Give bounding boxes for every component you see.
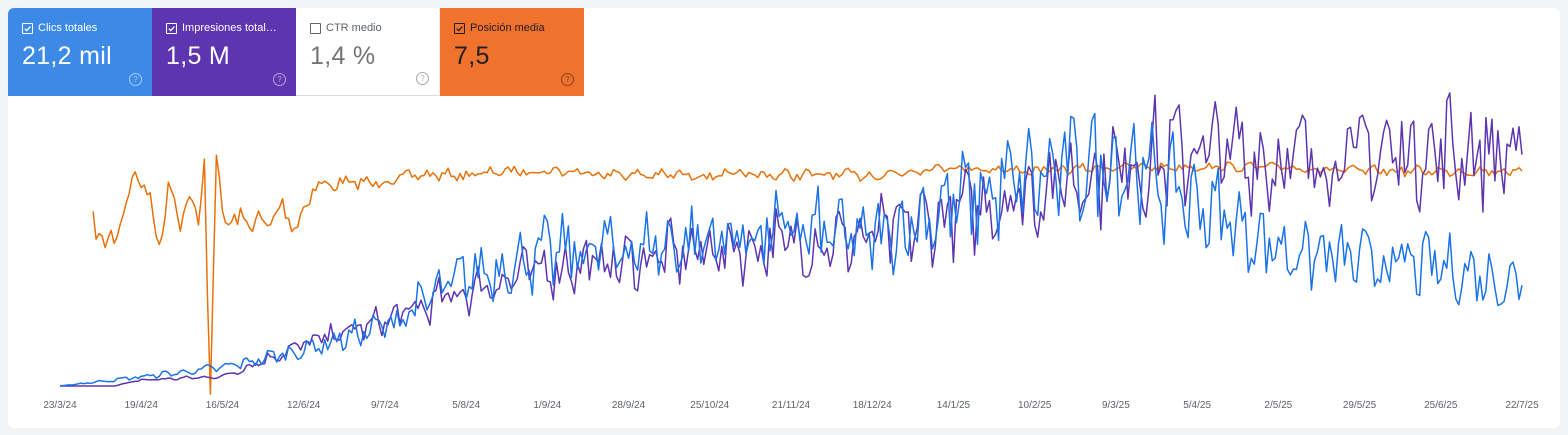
- x-tick-label: 9/3/25: [1102, 400, 1130, 411]
- x-tick-label: 2/5/25: [1264, 400, 1292, 411]
- clicks-card-header: Clics totales: [22, 22, 152, 34]
- checkbox-checked-icon[interactable]: [454, 22, 465, 34]
- x-tick-label: 18/12/24: [853, 400, 892, 411]
- ctr-card-header: CTR medio: [310, 22, 439, 34]
- impressions-card-header: Impresiones total…: [166, 22, 296, 34]
- performance-chart: 23/3/24 19/4/24 16/5/24 12/6/24 9/7/24 5/8/24…: [43, 92, 1539, 411]
- x-tick-label: 1/9/24: [533, 400, 561, 411]
- x-tick-label: 5/8/24: [452, 400, 480, 411]
- position-card-header: Posición media: [454, 22, 584, 34]
- x-tick-label: 10/2/25: [1018, 400, 1052, 411]
- x-tick-label: 12/6/24: [287, 400, 321, 411]
- ctr-card-label: CTR medio: [326, 22, 382, 34]
- x-tick-label: 21/11/24: [772, 400, 811, 411]
- position-card-value: 7,5: [454, 42, 490, 70]
- position-card[interactable]: Posición media 7,5 ?: [440, 8, 584, 96]
- x-tick-label: 19/4/24: [125, 400, 159, 411]
- clicks-card[interactable]: Clics totales 21,2 mil ?: [8, 8, 152, 96]
- checkbox-checked-icon[interactable]: [166, 22, 177, 34]
- help-circle-icon[interactable]: ?: [416, 72, 429, 85]
- position-card-label: Posición media: [470, 22, 545, 34]
- help-circle-icon[interactable]: ?: [273, 73, 286, 86]
- x-tick-label: 25/6/25: [1424, 400, 1458, 411]
- performance-panel: 23/3/24 19/4/24 16/5/24 12/6/24 9/7/24 5/8/24…: [8, 8, 1560, 428]
- clicks-series-line: [59, 112, 1523, 387]
- x-tick-label: 28/9/24: [612, 400, 646, 411]
- position-series-line: [92, 154, 1523, 395]
- x-tick-label: 25/10/24: [690, 400, 729, 411]
- clicks-card-label: Clics totales: [38, 22, 98, 34]
- x-tick-label: 5/4/25: [1183, 400, 1211, 411]
- impressions-card-label: Impresiones total…: [182, 22, 277, 34]
- metric-cards: Clics totales 21,2 mil ? Impresiones tot…: [8, 8, 584, 96]
- x-tick-label: 23/3/24: [43, 400, 77, 411]
- impressions-card[interactable]: Impresiones total… 1,5 M ?: [152, 8, 296, 96]
- impressions-card-value: 1,5 M: [166, 42, 231, 70]
- x-tick-label: 16/5/24: [206, 400, 240, 411]
- x-tick-label: 29/5/25: [1343, 400, 1377, 411]
- x-tick-label: 14/1/25: [937, 400, 971, 411]
- ctr-card-value: 1,4 %: [310, 42, 376, 70]
- x-tick-label: 9/7/24: [371, 400, 399, 411]
- help-circle-icon[interactable]: ?: [129, 73, 142, 86]
- checkbox-checked-icon[interactable]: [22, 22, 33, 34]
- x-tick-label: 22/7/25: [1505, 400, 1539, 411]
- checkbox-empty-icon[interactable]: [310, 22, 321, 34]
- impressions-series-line: [60, 92, 1523, 387]
- ctr-card[interactable]: CTR medio 1,4 % ?: [296, 8, 440, 96]
- help-circle-icon[interactable]: ?: [561, 73, 574, 86]
- clicks-card-value: 21,2 mil: [22, 42, 112, 70]
